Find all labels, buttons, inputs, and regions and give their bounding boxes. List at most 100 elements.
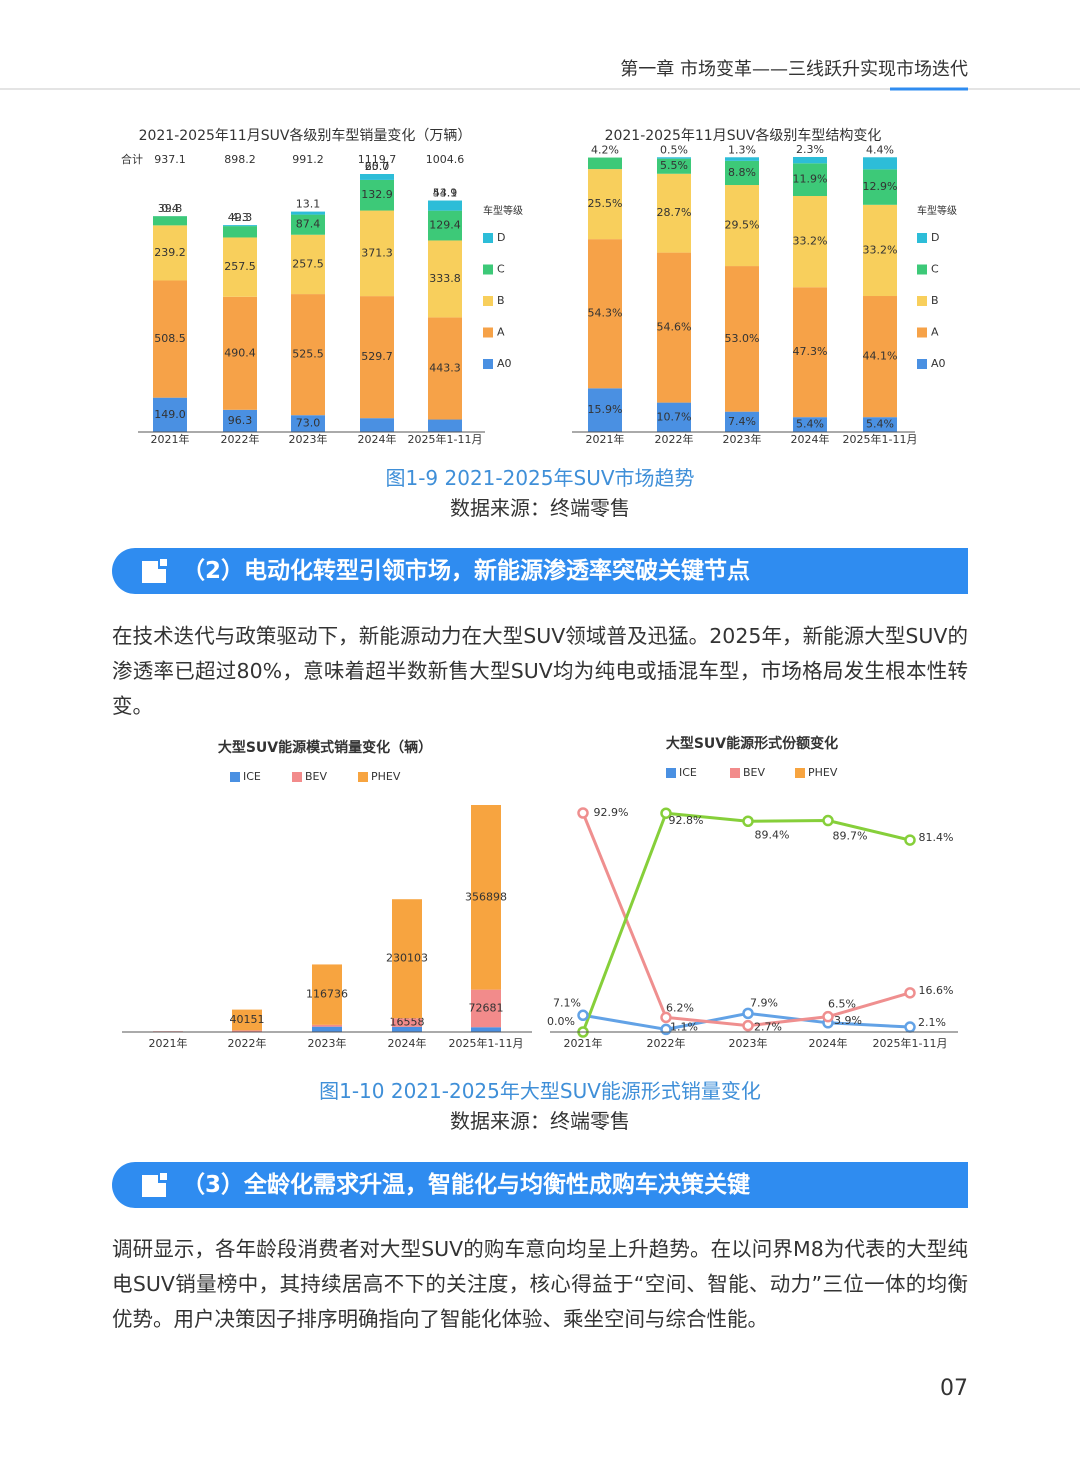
data-label: 2.1% bbox=[918, 1016, 946, 1029]
legend-label: BEV bbox=[305, 770, 327, 783]
bar-segment bbox=[863, 296, 897, 418]
x-tick-label: 2024年 bbox=[358, 432, 397, 446]
data-label: 54.1 bbox=[433, 187, 458, 200]
bar-segment bbox=[312, 1024, 342, 1027]
bar-segment bbox=[428, 240, 462, 318]
legend-title: 车型等级 bbox=[483, 204, 523, 217]
data-label: 49.3 bbox=[228, 211, 253, 224]
bar-segment bbox=[360, 296, 394, 419]
bar-segment bbox=[392, 899, 422, 1019]
data-label: 525.5 bbox=[292, 348, 324, 361]
bar-segment bbox=[153, 280, 187, 398]
data-label: 33.2% bbox=[793, 235, 828, 248]
legend-swatch bbox=[795, 768, 805, 778]
legend-swatch bbox=[292, 772, 302, 782]
legend-swatch bbox=[666, 768, 676, 778]
legend-label: A bbox=[931, 326, 939, 339]
legend-label: A0 bbox=[497, 357, 512, 370]
x-tick-label: 2022年 bbox=[655, 432, 694, 446]
bar-segment bbox=[588, 239, 622, 389]
bar-segment bbox=[863, 204, 897, 297]
bar-segment bbox=[428, 419, 462, 432]
data-label: 89.7% bbox=[833, 830, 868, 843]
data-label: 13.1 bbox=[296, 198, 321, 211]
paragraph: 调研显示，各年龄段消费者对大型SUV的购车意向均呈上升趋势。在以问界M8为代表的… bbox=[112, 1237, 968, 1331]
bar-segment bbox=[153, 397, 187, 432]
bar-segment bbox=[428, 317, 462, 420]
bar-segment bbox=[153, 216, 187, 226]
data-label: 0.0% bbox=[547, 1015, 575, 1028]
legend-label: C bbox=[931, 263, 939, 276]
x-tick-label: 2022年 bbox=[647, 1036, 686, 1050]
data-label: 7.4% bbox=[728, 415, 756, 428]
point bbox=[822, 1010, 834, 1023]
series-line bbox=[581, 811, 911, 1033]
chart-title: 大型SUV能源形式份额变化 bbox=[666, 735, 838, 752]
legend-label: A0 bbox=[931, 357, 946, 370]
x-tick-label: 2023年 bbox=[289, 432, 328, 446]
data-label: 1.1% bbox=[670, 1020, 698, 1033]
data-label: 54.3% bbox=[588, 307, 623, 320]
point bbox=[742, 1019, 754, 1032]
data-label: 443.3 bbox=[429, 361, 461, 374]
data-label: 44.1% bbox=[863, 350, 898, 363]
legend-swatch bbox=[730, 768, 740, 778]
bar-segment bbox=[428, 200, 462, 211]
legend-label: C bbox=[497, 263, 505, 276]
bar-segment bbox=[153, 225, 187, 281]
legend-swatch bbox=[483, 327, 493, 338]
section-heading: （2）电动化转型引领市场，新能源渗透率突破关键节点 bbox=[182, 558, 751, 584]
section-banner: （2）电动化转型引领市场，新能源渗透率突破关键节点 bbox=[112, 548, 968, 594]
data-label: 490.4 bbox=[224, 346, 256, 359]
data-label: 230103 bbox=[386, 952, 428, 965]
section-icon bbox=[142, 559, 167, 583]
data-label: 2.3% bbox=[796, 143, 824, 156]
bar-segment bbox=[793, 417, 827, 432]
data-label: 10.7% bbox=[657, 410, 692, 423]
x-tick-label: 2025年1-11月 bbox=[408, 432, 483, 446]
data-label: 3.9% bbox=[834, 1014, 862, 1027]
bar-segment bbox=[725, 411, 759, 432]
data-label: 43.9 bbox=[433, 187, 458, 200]
data-label: 6.2% bbox=[666, 1001, 694, 1014]
x-tick-label: 2025年1-11月 bbox=[449, 1036, 524, 1050]
x-tick-label: 2024年 bbox=[791, 432, 830, 446]
bar-segment bbox=[657, 252, 691, 403]
data-label: 129.4 bbox=[429, 219, 461, 232]
point bbox=[822, 814, 834, 827]
legend-swatch bbox=[917, 264, 927, 275]
data-label: 72681 bbox=[469, 1001, 504, 1014]
bar-segment bbox=[588, 169, 622, 240]
point bbox=[660, 1011, 672, 1024]
bar-segment bbox=[793, 157, 827, 164]
legend-swatch bbox=[358, 772, 368, 782]
data-label: 7.9% bbox=[750, 996, 778, 1009]
bar-segment bbox=[725, 157, 759, 161]
legend-label: A bbox=[497, 326, 505, 339]
figure-caption: 图1-9 2021-2025年SUV市场趋势 bbox=[385, 466, 695, 490]
legend-label: D bbox=[497, 231, 505, 244]
data-label: 73.0 bbox=[296, 417, 321, 430]
data-label: 40151 bbox=[230, 1013, 265, 1026]
point bbox=[577, 1009, 589, 1022]
data-label: 371.3 bbox=[361, 246, 393, 259]
bar-segment bbox=[793, 196, 827, 288]
bar-segment bbox=[863, 157, 897, 170]
data-label: 5.5% bbox=[660, 159, 688, 172]
bar-segment bbox=[863, 169, 897, 205]
bar-segment bbox=[223, 237, 257, 297]
bar-segment bbox=[392, 1026, 422, 1032]
legend-swatch bbox=[917, 233, 927, 243]
total-label: 898.2 bbox=[224, 153, 256, 166]
bar-segment bbox=[657, 158, 691, 174]
data-label: 5.4% bbox=[796, 418, 824, 431]
data-label: 0.5% bbox=[660, 143, 688, 156]
bar-segment bbox=[291, 294, 325, 416]
data-label: 116736 bbox=[306, 988, 348, 1001]
chart-title: 2021-2025年11月SUV各级别车型结构变化 bbox=[605, 127, 882, 144]
bar-segment bbox=[291, 211, 325, 215]
data-label: 54.6% bbox=[657, 321, 692, 334]
bar-segment bbox=[588, 157, 622, 170]
